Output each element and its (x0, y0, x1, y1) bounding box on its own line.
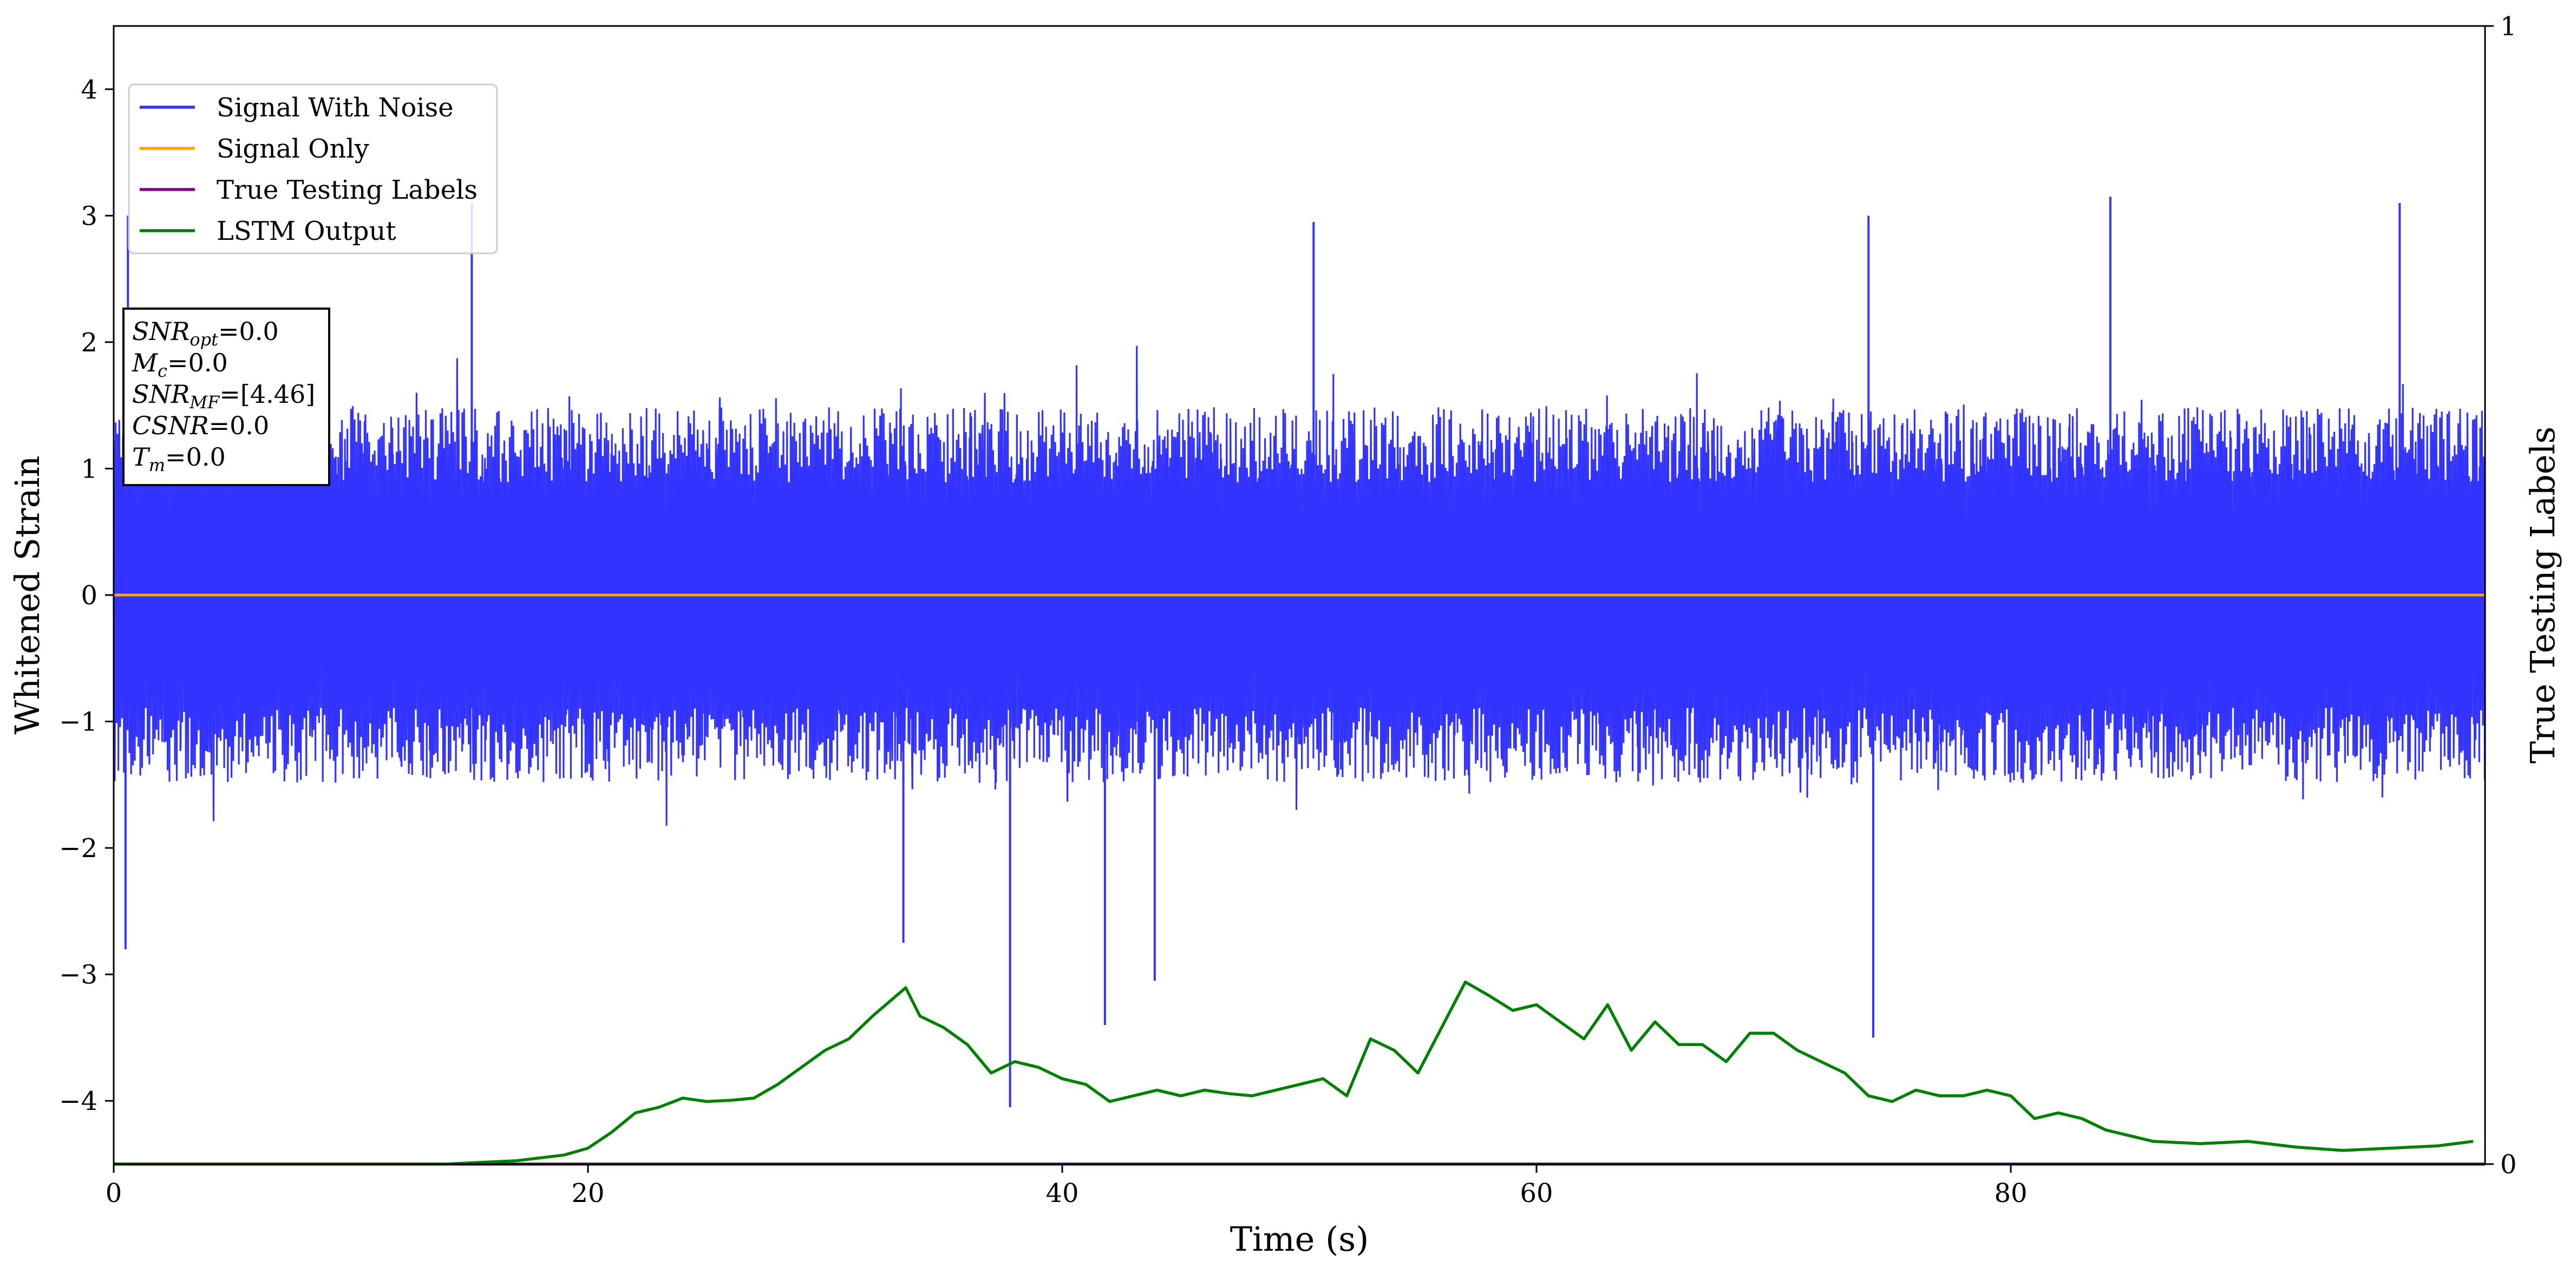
legend-label: Signal Only (217, 134, 369, 164)
y2-axis-label: True Testing Labels (2523, 427, 2562, 764)
annotation-subscript: c (158, 361, 167, 381)
annotation-line: Mc=0.0 (132, 348, 228, 381)
annotation-subscript: opt (189, 329, 218, 350)
annotation-symbol: CSNR (132, 411, 209, 440)
annotation-subscript: MF (189, 392, 220, 413)
legend: Signal With Noise Signal Only True Testing… (128, 83, 498, 254)
annotation-frame (122, 308, 330, 486)
x-tick-label: 0 (106, 1178, 122, 1208)
annotation-symbol: SNR (132, 380, 189, 409)
y-tick-label: −3 (59, 960, 97, 990)
annotation-symbol: SNR (132, 317, 189, 346)
y-tick-label: −2 (59, 833, 97, 864)
legend-label: LSTM Output (217, 216, 396, 246)
series-lstm-output (114, 980, 2474, 1166)
annotation-value: =0.0 (167, 348, 228, 377)
y-tick-label: 2 (81, 328, 97, 358)
y-tick-label: −4 (59, 1086, 97, 1116)
annotation-line: SNRMF=[4.46] (132, 380, 315, 413)
annotation-value: =0.0 (218, 317, 279, 346)
y-axis-label: Whitened Strain (8, 456, 47, 735)
annotation-subscript: m (149, 455, 165, 475)
x-tick-label: 40 (1045, 1178, 1078, 1208)
annotation-line: Tm=0.0 (132, 442, 226, 475)
annotation-value: =[4.46] (219, 380, 315, 409)
legend-label: True Testing Labels (217, 175, 478, 205)
series-signal-with-noise (113, 345, 2486, 826)
x-tick-label: 80 (1994, 1178, 2027, 1208)
legend-box (128, 83, 498, 254)
annotation-value: =0.0 (209, 411, 270, 440)
annotation-value: =0.0 (165, 442, 226, 472)
annotation-line: CSNR=0.0 (132, 411, 269, 440)
x-tick-label: 20 (571, 1178, 604, 1208)
y-tick-label: 3 (81, 201, 97, 231)
y-tick-label: 1 (81, 454, 97, 484)
y-tick-label: −1 (59, 707, 97, 737)
x-tick-label: 60 (1520, 1178, 1553, 1208)
y-tick-label: 4 (81, 75, 97, 105)
y2-tick-label: 1 (2500, 11, 2517, 42)
annotation-box: SNRopt=0.0Mc=0.0SNRMF=[4.46]CSNR=0.0Tm=0… (122, 308, 330, 486)
x-axis-label: Time (s) (1230, 1219, 1369, 1259)
y-tick-label: 0 (81, 580, 97, 611)
annotation-symbol: T (132, 442, 151, 472)
annotation-line: SNRopt=0.0 (132, 317, 279, 350)
legend-label: Signal With Noise (217, 93, 454, 123)
y2-tick-label: 0 (2500, 1149, 2517, 1180)
annotation-symbol: M (132, 348, 159, 377)
